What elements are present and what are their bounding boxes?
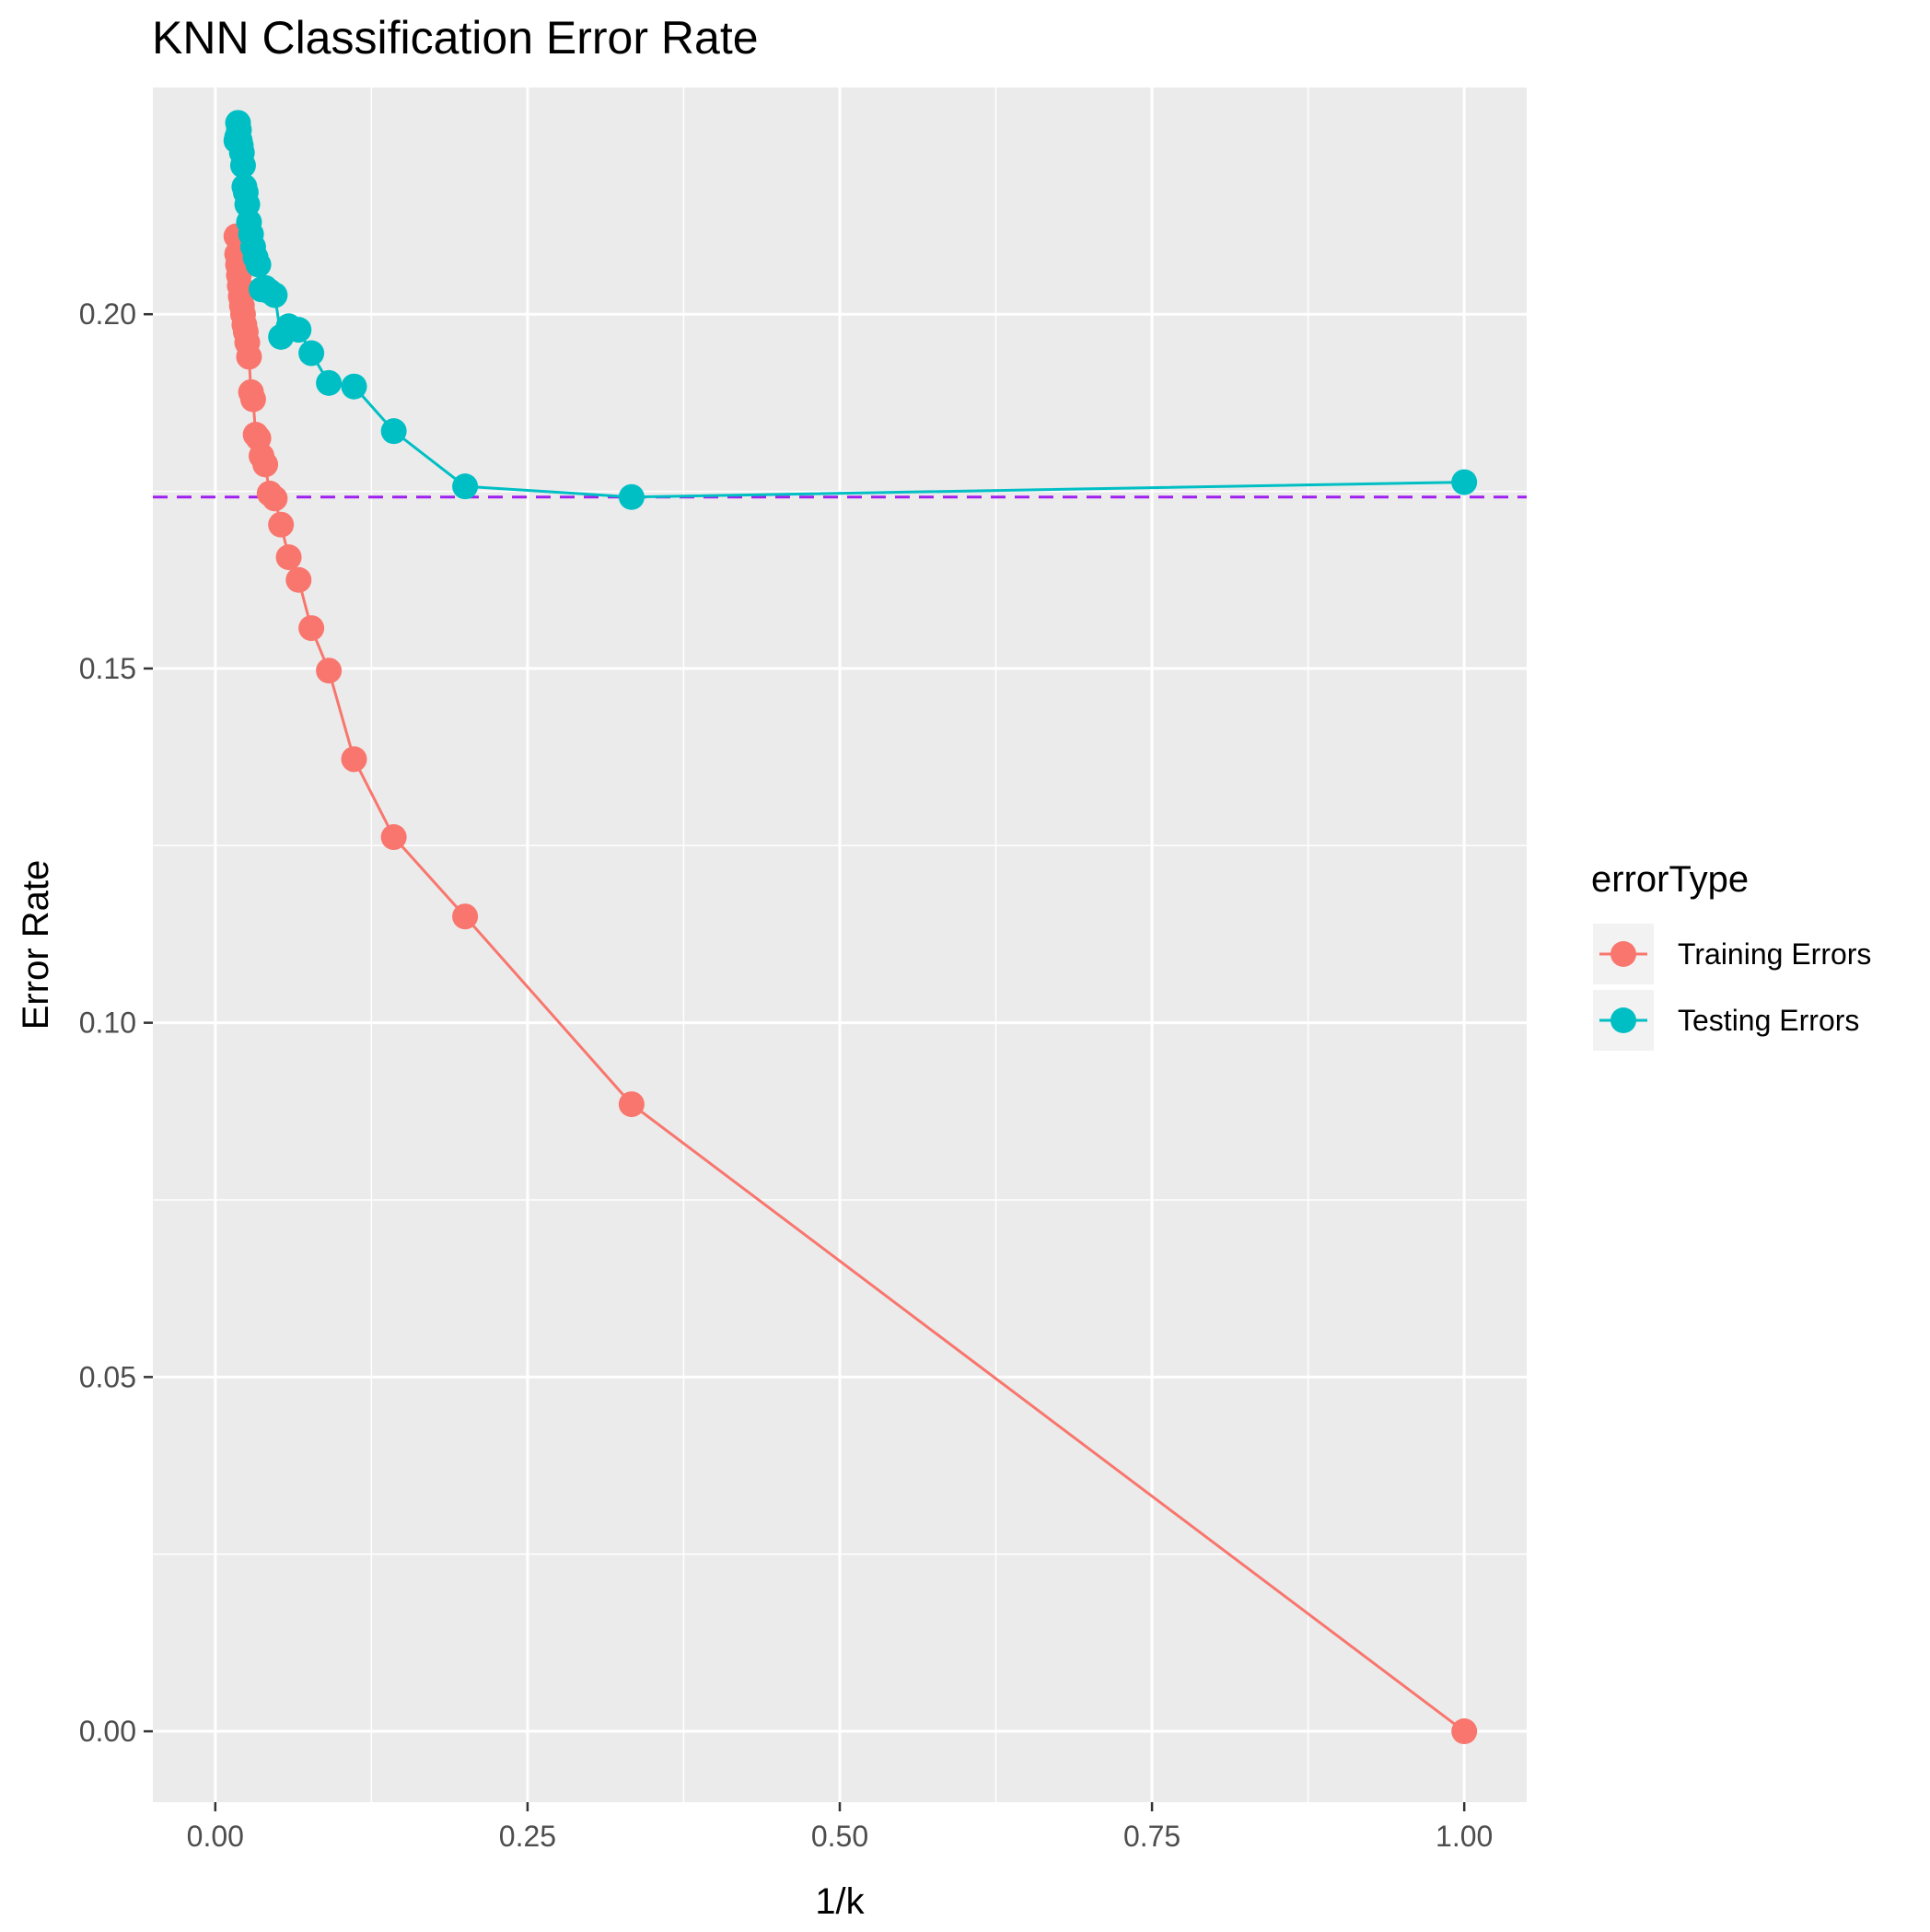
- y-tick-label: 0.00: [79, 1715, 136, 1748]
- data-point: [1451, 1718, 1478, 1745]
- x-axis: 0.00 0.25 0.50 0.75 1.00: [187, 1802, 1493, 1853]
- data-point: [268, 323, 295, 350]
- data-point: [238, 378, 264, 405]
- data-point: [249, 276, 275, 303]
- x-tick-label: 0.00: [187, 1820, 244, 1853]
- y-tick-label: 0.05: [79, 1360, 136, 1393]
- x-tick-label: 0.50: [811, 1820, 868, 1853]
- data-point: [452, 903, 479, 930]
- data-point: [618, 483, 645, 510]
- data-point: [341, 746, 367, 773]
- legend-label: Testing Errors: [1678, 1004, 1859, 1037]
- legend-title: errorType: [1591, 859, 1749, 900]
- data-point: [452, 473, 479, 500]
- legend-item: Testing Errors: [1593, 990, 1859, 1051]
- x-tick-label: 0.25: [499, 1820, 556, 1853]
- data-point: [256, 480, 283, 506]
- y-tick-label: 0.10: [79, 1007, 136, 1040]
- y-tick-label: 0.15: [79, 652, 136, 685]
- legend-key-point: [1610, 1007, 1636, 1033]
- data-point: [380, 418, 407, 445]
- legend-items: Training Errors Testing Errors: [1593, 924, 1871, 1051]
- data-point: [316, 369, 343, 396]
- grid-lines: [153, 87, 1527, 1802]
- x-axis-title: 1/k: [815, 1881, 865, 1922]
- data-point: [242, 422, 269, 448]
- data-point: [298, 340, 325, 367]
- y-axis-title: Error Rate: [16, 860, 56, 1030]
- legend-item: Training Errors: [1593, 924, 1871, 984]
- series-training-errors: [223, 223, 1478, 1745]
- data-point: [341, 373, 367, 400]
- data-point: [268, 511, 295, 538]
- data-point: [275, 544, 302, 571]
- series-group: [223, 110, 1478, 1745]
- data-point: [618, 1091, 645, 1118]
- series-testing-errors: [223, 110, 1478, 510]
- data-point: [1451, 469, 1478, 495]
- legend-key-point: [1610, 941, 1636, 967]
- data-point: [285, 566, 312, 593]
- legend: errorType Training Errors Testing Errors: [1591, 859, 1871, 1051]
- data-point: [298, 615, 325, 642]
- x-tick-label: 1.00: [1436, 1820, 1493, 1853]
- data-point: [223, 127, 250, 154]
- x-tick-label: 0.75: [1123, 1820, 1180, 1853]
- y-axis: 0.00 0.05 0.10 0.15 0.20: [79, 297, 153, 1748]
- data-point: [316, 658, 343, 684]
- y-tick-label: 0.20: [79, 297, 136, 331]
- data-point: [231, 173, 258, 200]
- chart-title: KNN Classification Error Rate: [152, 12, 759, 64]
- legend-label: Training Errors: [1678, 937, 1871, 971]
- data-point: [380, 824, 407, 851]
